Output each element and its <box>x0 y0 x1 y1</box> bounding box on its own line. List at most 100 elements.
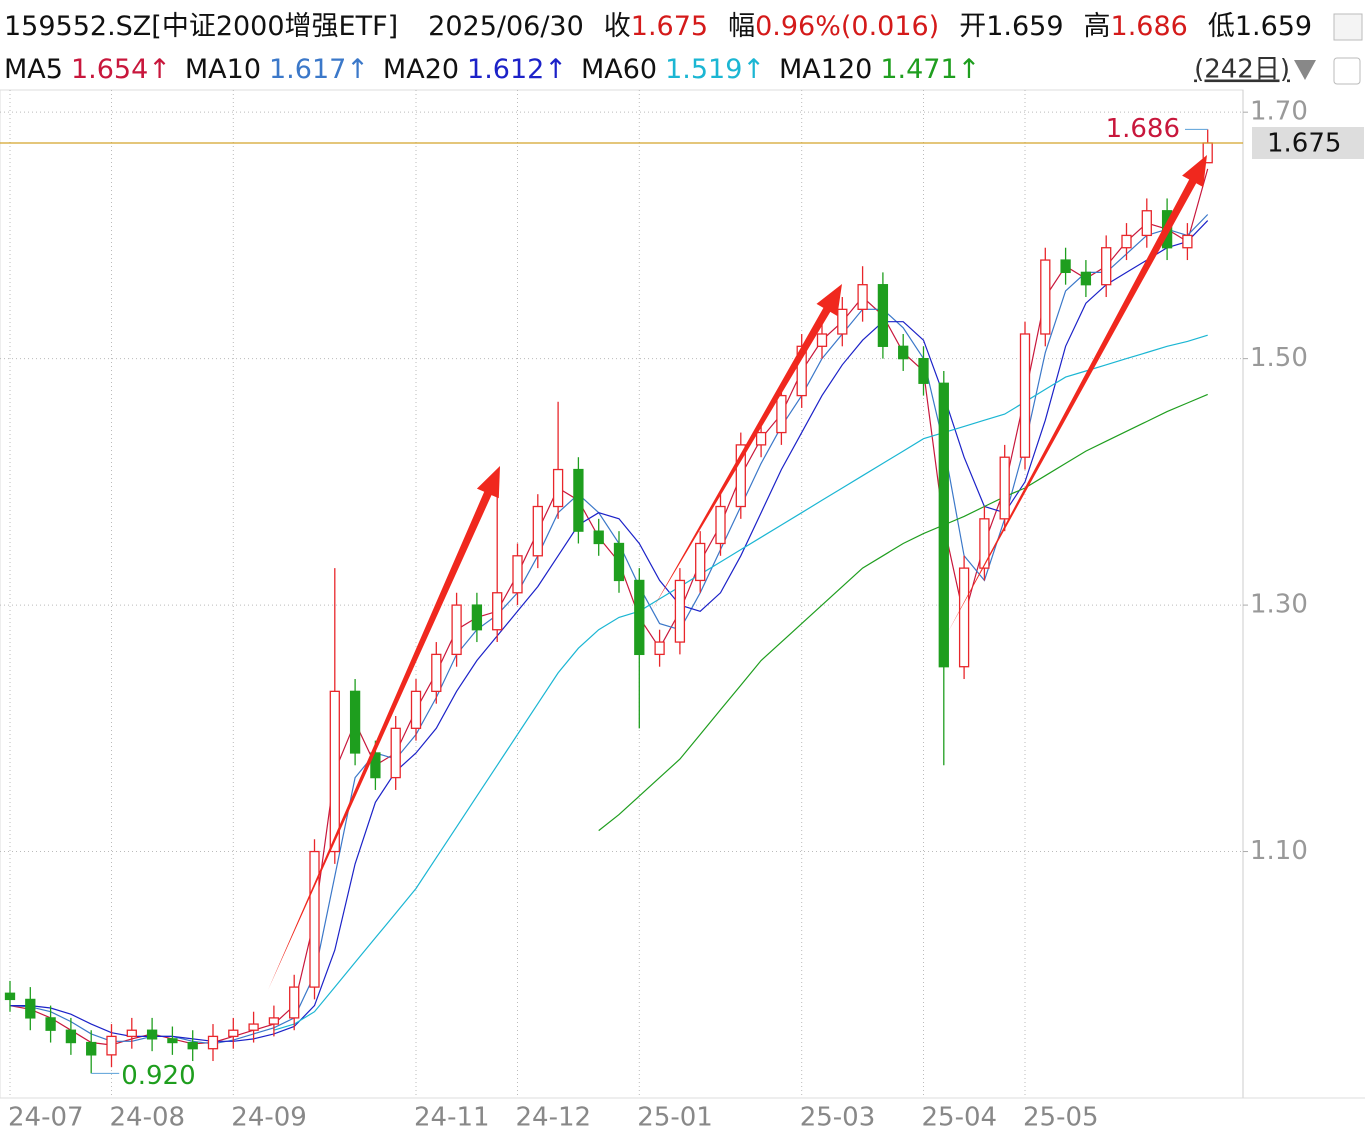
change-value: 0.96%(0.016) <box>755 11 939 42</box>
open-value: 1.659 <box>986 11 1063 42</box>
candle-body <box>1040 259 1051 335</box>
high-label: 高 <box>1084 11 1111 42</box>
candle-body <box>1101 247 1112 286</box>
y-tick-label: 1.70 <box>1250 97 1308 127</box>
candle-body <box>126 1029 137 1038</box>
candle-body <box>289 986 300 1019</box>
candle-body <box>167 1038 178 1044</box>
candle-body <box>1141 210 1152 237</box>
legend: MA5 1.654↑ MA10 1.617↑ MA20 1.612↑ MA60 1.519↑ M… <box>4 54 980 85</box>
candle-body <box>390 727 401 779</box>
close-value: 1.675 <box>631 11 708 42</box>
candle-body <box>857 284 868 310</box>
legend-name: MA120 <box>779 54 872 85</box>
trend-arrow <box>948 155 1207 632</box>
legend-name: MA10 <box>185 54 261 85</box>
y-tick-label: 1.10 <box>1250 836 1308 866</box>
candle-body <box>329 690 340 853</box>
legend-value: 1.519↑ <box>665 54 765 85</box>
x-tick-label: 24-12 <box>516 1103 592 1133</box>
candle-body <box>410 690 422 729</box>
x-tick-label: 25-03 <box>800 1103 876 1133</box>
candle-body <box>816 333 828 347</box>
candle-body <box>958 567 970 668</box>
candle-body <box>309 850 320 988</box>
annotation-label: 1.686 <box>1106 114 1180 144</box>
candle-body <box>45 1017 56 1031</box>
candle-body <box>207 1035 219 1050</box>
trend-arrow <box>652 284 842 610</box>
low-label: 低 <box>1208 11 1235 42</box>
candle-body <box>1060 259 1071 274</box>
candle-body <box>512 555 523 594</box>
candle-body <box>187 1041 198 1050</box>
x-tick-label: 25-04 <box>922 1103 998 1133</box>
candle-body <box>1080 271 1092 286</box>
open-label: 开 <box>959 11 986 42</box>
candle-body <box>735 444 746 508</box>
screenshot-icon[interactable] <box>1333 13 1363 41</box>
ma-line <box>9 168 1209 1046</box>
candle-body <box>552 468 564 508</box>
candle-body <box>938 382 949 668</box>
candle-body <box>634 579 645 656</box>
legend-value: 1.612↑ <box>467 54 567 85</box>
legend-value: 1.617↑ <box>269 54 369 85</box>
x-tick-label: 24-08 <box>110 1103 186 1133</box>
candle-body <box>918 357 929 384</box>
candle-body <box>898 345 909 360</box>
plot-frame <box>0 89 1244 1099</box>
candle-body <box>979 518 990 569</box>
candle-body <box>715 505 726 545</box>
candle-body <box>695 542 706 582</box>
x-tick-label: 25-05 <box>1023 1103 1099 1133</box>
candle-body <box>146 1029 158 1040</box>
candle-body <box>654 641 665 656</box>
ma-line <box>273 334 1208 1031</box>
candle-body <box>25 998 36 1019</box>
candle-body <box>471 604 483 631</box>
candle-body <box>228 1029 239 1038</box>
legend-name: MA60 <box>581 54 657 85</box>
candle-body <box>431 653 442 692</box>
period: (242日) <box>1194 55 1290 85</box>
date: 2025/06/30 <box>428 11 584 42</box>
high-value: 1.686 <box>1111 11 1188 42</box>
low-value: 1.659 <box>1235 11 1312 42</box>
candle-body <box>837 308 848 335</box>
candle-body <box>492 592 503 631</box>
annotation-label: 0.920 <box>121 1061 195 1091</box>
header: 159552.SZ[中证2000增强ETF] 2025/06/30 收1.675 幅0… <box>4 11 1312 42</box>
candle-body <box>776 394 787 434</box>
candle-body <box>106 1035 117 1056</box>
candle-body <box>999 456 1010 520</box>
candle-body <box>1121 234 1132 249</box>
candle-body <box>593 530 604 545</box>
x-tick-label: 24-11 <box>414 1103 490 1133</box>
candle-body <box>877 284 889 347</box>
legend-name: MA5 <box>4 54 63 85</box>
settings-icon[interactable] <box>1333 57 1361 85</box>
candle-body <box>268 1017 280 1025</box>
x-tick-label: 24-09 <box>231 1103 307 1133</box>
close-label: 收 <box>604 11 631 42</box>
x-tick-label: 25-01 <box>637 1103 713 1133</box>
price-box <box>1252 126 1364 159</box>
ma-line <box>598 393 1208 832</box>
period-dropdown-arrow[interactable] <box>1294 60 1316 80</box>
y-tick-label: 1.50 <box>1250 343 1308 373</box>
candle-body <box>573 468 584 532</box>
candle-body <box>370 752 381 779</box>
candle-body <box>86 1041 97 1056</box>
change-label: 幅 <box>728 11 755 42</box>
price-box-label: 1.675 <box>1267 128 1341 158</box>
legend-value: 1.471↑ <box>880 54 980 85</box>
candle-body <box>674 579 686 643</box>
x-tick-label: 24-07 <box>8 1103 84 1133</box>
y-tick-label: 1.30 <box>1250 590 1308 620</box>
symbol: 159552.SZ[中证2000增强ETF] <box>4 11 398 42</box>
legend-value: 1.654↑ <box>71 54 171 85</box>
candle-body <box>4 992 16 1001</box>
